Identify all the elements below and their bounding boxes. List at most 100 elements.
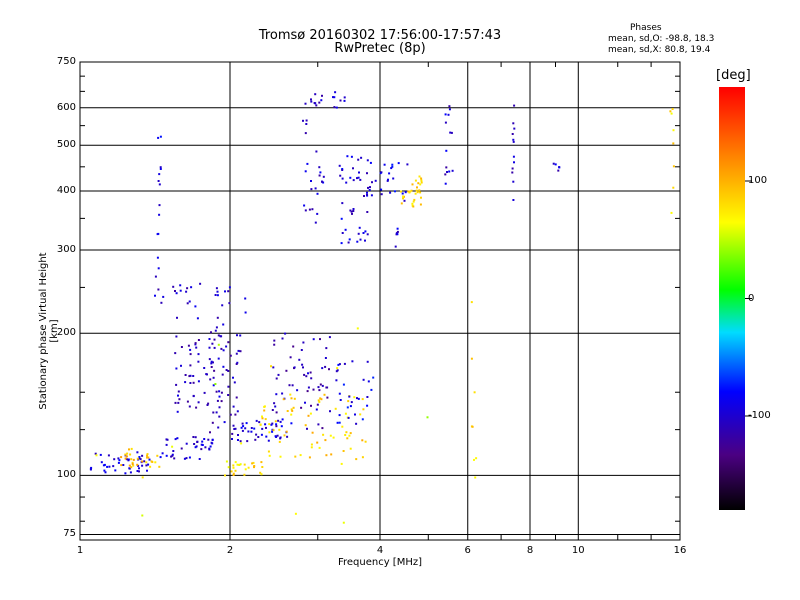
data-point <box>279 436 282 439</box>
data-point <box>211 342 214 345</box>
data-point <box>318 400 321 403</box>
data-point <box>474 476 477 479</box>
data-point <box>89 468 92 471</box>
data-point <box>159 135 162 138</box>
data-point <box>470 357 473 360</box>
data-point <box>346 406 349 409</box>
colorbar-tick-label: 0 <box>748 292 755 304</box>
data-point <box>366 396 369 398</box>
data-point <box>125 458 128 461</box>
data-point <box>352 210 355 212</box>
data-point <box>217 426 220 429</box>
data-point <box>413 198 416 201</box>
phase-stats-x-mode: mean, sd,X: 80.8, 19.4 <box>608 45 711 55</box>
data-point <box>300 349 303 351</box>
data-point <box>315 104 318 107</box>
x-tick-label: 4 <box>376 545 384 556</box>
data-point <box>319 338 321 341</box>
data-point <box>380 171 383 174</box>
data-point <box>272 366 275 369</box>
data-point <box>131 463 134 466</box>
data-point <box>151 461 154 463</box>
data-point <box>336 421 339 424</box>
data-point <box>380 188 383 191</box>
data-point <box>211 442 214 445</box>
data-point <box>139 458 142 461</box>
data-point <box>338 421 341 424</box>
data-point <box>670 112 673 115</box>
data-point <box>275 425 278 428</box>
data-point <box>672 165 675 168</box>
data-point <box>444 182 447 185</box>
data-point <box>315 150 318 153</box>
data-point <box>213 346 216 349</box>
data-point <box>208 358 211 361</box>
data-point <box>255 419 258 422</box>
data-point <box>330 453 333 456</box>
data-point <box>356 240 359 243</box>
data-point <box>138 470 140 473</box>
data-point <box>189 364 192 367</box>
data-point <box>184 381 187 384</box>
data-point <box>404 191 407 194</box>
data-point <box>146 456 149 459</box>
data-point <box>305 119 308 122</box>
data-point <box>449 131 452 134</box>
data-point <box>288 384 291 387</box>
data-point <box>286 435 289 438</box>
data-point <box>355 458 358 461</box>
data-point <box>344 434 347 436</box>
data-point <box>247 466 250 469</box>
y-tick-label: 300 <box>56 244 76 255</box>
data-point <box>141 476 144 479</box>
data-point <box>557 169 560 172</box>
data-point <box>374 179 377 182</box>
data-point <box>302 119 304 122</box>
data-point <box>350 155 353 158</box>
data-point <box>355 422 358 425</box>
data-point <box>221 373 224 376</box>
data-point <box>444 173 447 176</box>
data-point <box>194 342 197 345</box>
data-point <box>362 408 365 411</box>
data-point <box>232 405 235 408</box>
x-tick-label: 2 <box>226 545 234 556</box>
data-point <box>310 98 312 101</box>
data-point <box>132 464 135 467</box>
data-point <box>137 464 140 467</box>
data-point <box>328 336 331 339</box>
data-point <box>197 353 200 356</box>
data-point <box>359 413 362 416</box>
data-point <box>341 232 344 234</box>
data-point <box>347 241 350 244</box>
data-point <box>165 454 168 457</box>
data-point <box>221 304 224 307</box>
data-point <box>417 182 420 185</box>
data-point <box>214 383 217 385</box>
data-point <box>236 410 239 413</box>
data-point <box>241 429 244 432</box>
data-point <box>233 428 236 430</box>
data-point <box>341 202 344 205</box>
data-point <box>125 455 128 458</box>
data-point <box>236 334 238 337</box>
data-point <box>179 289 182 292</box>
data-point <box>276 434 279 437</box>
data-point <box>293 366 296 369</box>
data-point <box>318 446 321 449</box>
data-point <box>411 183 414 186</box>
data-point <box>338 392 341 395</box>
data-point <box>391 165 394 168</box>
data-point <box>146 453 149 456</box>
data-point <box>351 212 353 215</box>
data-point <box>391 163 394 166</box>
data-point <box>310 404 312 407</box>
data-point <box>254 438 257 441</box>
data-point <box>671 108 674 110</box>
data-point <box>165 443 168 446</box>
data-point <box>243 463 246 466</box>
data-point <box>366 404 369 407</box>
data-point <box>420 196 422 199</box>
data-point <box>128 448 130 451</box>
data-point <box>263 405 266 408</box>
